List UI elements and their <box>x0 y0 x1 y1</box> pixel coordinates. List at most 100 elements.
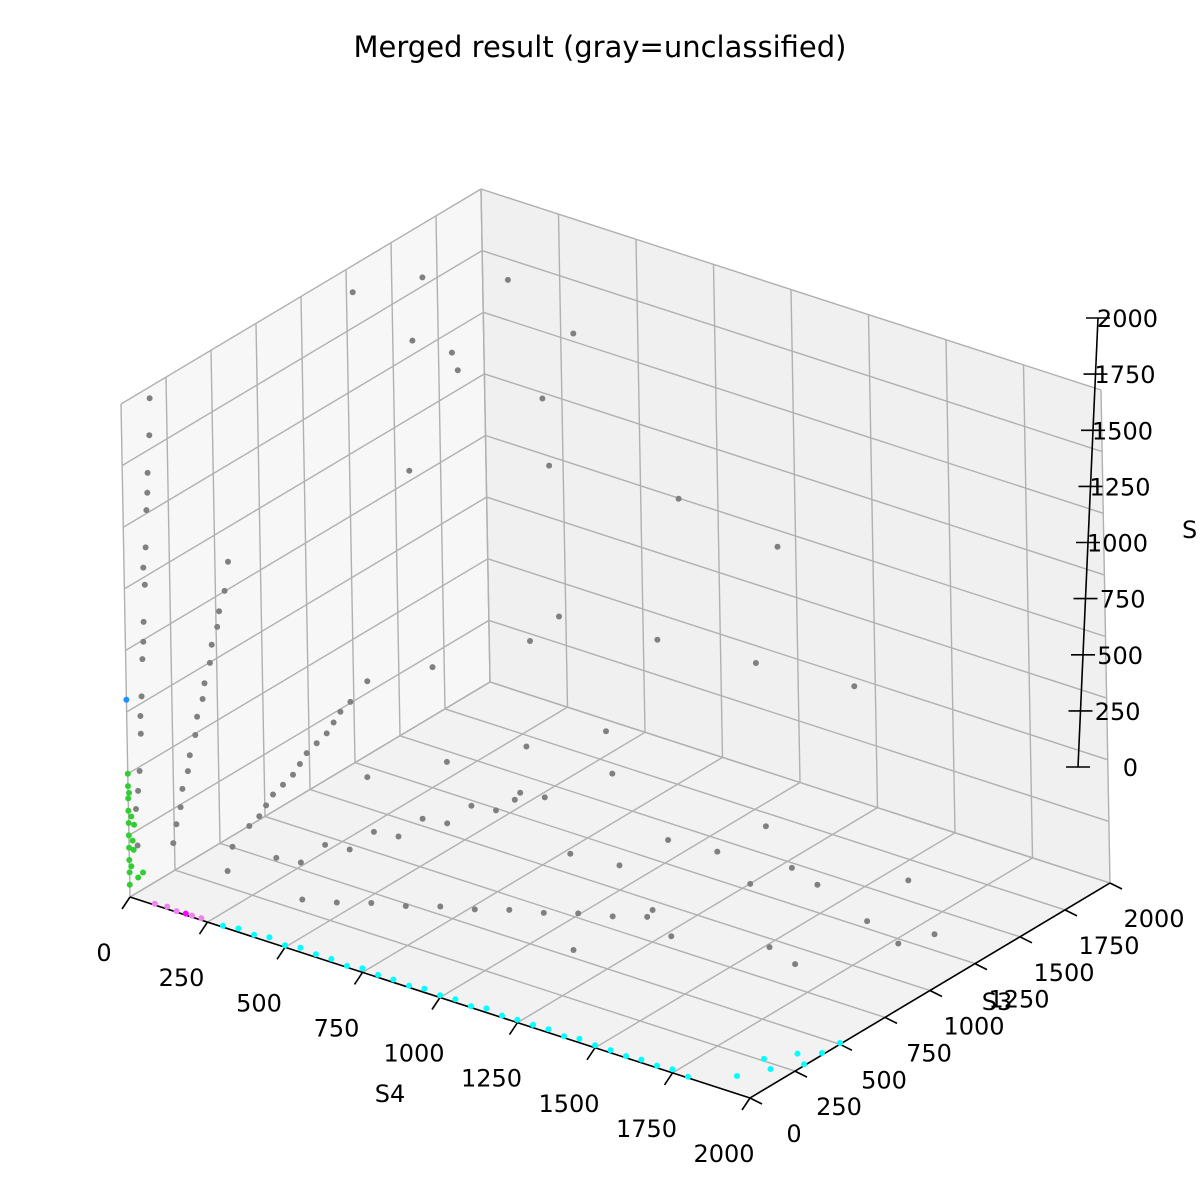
data-point <box>370 828 377 835</box>
y-axis-label: S3 <box>982 988 1013 1016</box>
data-point <box>864 918 871 925</box>
data-point <box>419 815 426 822</box>
data-point <box>819 1050 825 1056</box>
data-point <box>134 842 141 849</box>
data-point <box>125 795 132 802</box>
data-point <box>444 820 451 827</box>
data-point <box>137 713 144 719</box>
data-point <box>767 1066 774 1072</box>
data-point <box>201 680 208 687</box>
data-point <box>328 955 335 962</box>
y-tick-label: 500 <box>861 1066 907 1094</box>
grid-line <box>489 681 1111 884</box>
x-tick <box>586 1047 596 1061</box>
x-tick <box>121 896 131 910</box>
data-point <box>375 971 381 978</box>
data-point <box>333 899 340 906</box>
data-point <box>140 638 147 645</box>
data-point <box>126 869 133 876</box>
data-point <box>131 821 138 828</box>
y-tick-label: 1000 <box>943 1013 1004 1041</box>
grid-line <box>390 242 401 736</box>
data-point <box>144 489 151 496</box>
data-point <box>364 678 371 685</box>
data-point <box>347 698 354 705</box>
grid-line <box>480 188 1102 391</box>
data-point <box>609 770 616 777</box>
y-tick-label: 250 <box>816 1093 862 1121</box>
data-point <box>609 913 616 920</box>
data-point <box>905 877 912 884</box>
data-point <box>364 774 371 781</box>
data-point <box>851 683 858 690</box>
data-point <box>734 1073 740 1079</box>
grid-line <box>309 788 931 992</box>
x-tick <box>276 946 286 960</box>
grid-line <box>867 314 879 808</box>
series-0 <box>133 274 938 968</box>
data-point <box>216 608 223 615</box>
grid-line <box>485 434 1106 638</box>
data-point <box>454 367 461 374</box>
data-point <box>514 1016 521 1023</box>
data-point <box>504 276 511 283</box>
data-point <box>133 806 139 812</box>
z-tick-label: 1250 <box>1089 473 1150 501</box>
x-tick-label: 1000 <box>383 1040 444 1068</box>
data-point <box>359 965 366 972</box>
x-tick-label: 2000 <box>693 1140 754 1168</box>
grid-line <box>345 269 356 763</box>
data-point <box>170 840 177 847</box>
data-point <box>126 844 133 851</box>
data-point <box>125 820 132 826</box>
grid-line <box>945 339 956 833</box>
series-3 <box>151 900 205 922</box>
data-point <box>616 862 623 869</box>
data-point <box>125 832 132 839</box>
data-point <box>256 813 263 820</box>
y-tick-label: 2000 <box>1123 905 1184 933</box>
data-point <box>138 693 145 700</box>
grid-line <box>124 373 485 590</box>
data-point <box>282 942 288 949</box>
y-tick-label: 1250 <box>988 986 1049 1014</box>
data-point <box>762 823 769 830</box>
data-point <box>130 846 137 853</box>
data-point <box>576 1035 583 1042</box>
data-point <box>124 770 131 777</box>
data-point <box>296 761 303 767</box>
data-point <box>173 821 180 828</box>
data-point <box>189 912 195 919</box>
data-point <box>452 996 459 1003</box>
data-point <box>182 910 189 917</box>
data-point <box>644 913 651 920</box>
data-point <box>128 813 135 820</box>
x-tick <box>663 1072 674 1086</box>
data-point <box>546 462 553 469</box>
grid-line <box>480 188 491 683</box>
data-point <box>669 1066 676 1073</box>
data-point <box>499 1012 505 1019</box>
data-point <box>668 933 675 940</box>
data-point <box>208 641 215 648</box>
axes-panes <box>121 189 1110 1098</box>
grid-line <box>125 434 486 652</box>
axis-ticks: 0002502502505005005007507507501000100010… <box>96 305 1184 1168</box>
data-point <box>297 859 304 866</box>
data-point <box>184 768 191 775</box>
y-tick-label: 1500 <box>1033 959 1094 987</box>
data-point <box>592 1042 598 1049</box>
data-point <box>402 903 409 909</box>
data-point <box>794 1050 801 1057</box>
data-point <box>126 789 132 796</box>
data-point <box>299 896 306 903</box>
data-point <box>561 1033 567 1040</box>
data-point <box>527 638 533 644</box>
data-point <box>792 961 799 968</box>
data-point <box>126 881 133 888</box>
data-point <box>471 906 478 913</box>
data-point <box>344 962 350 969</box>
x-tick-label: 1500 <box>538 1090 599 1118</box>
data-point <box>567 850 574 857</box>
data-point <box>337 708 344 715</box>
